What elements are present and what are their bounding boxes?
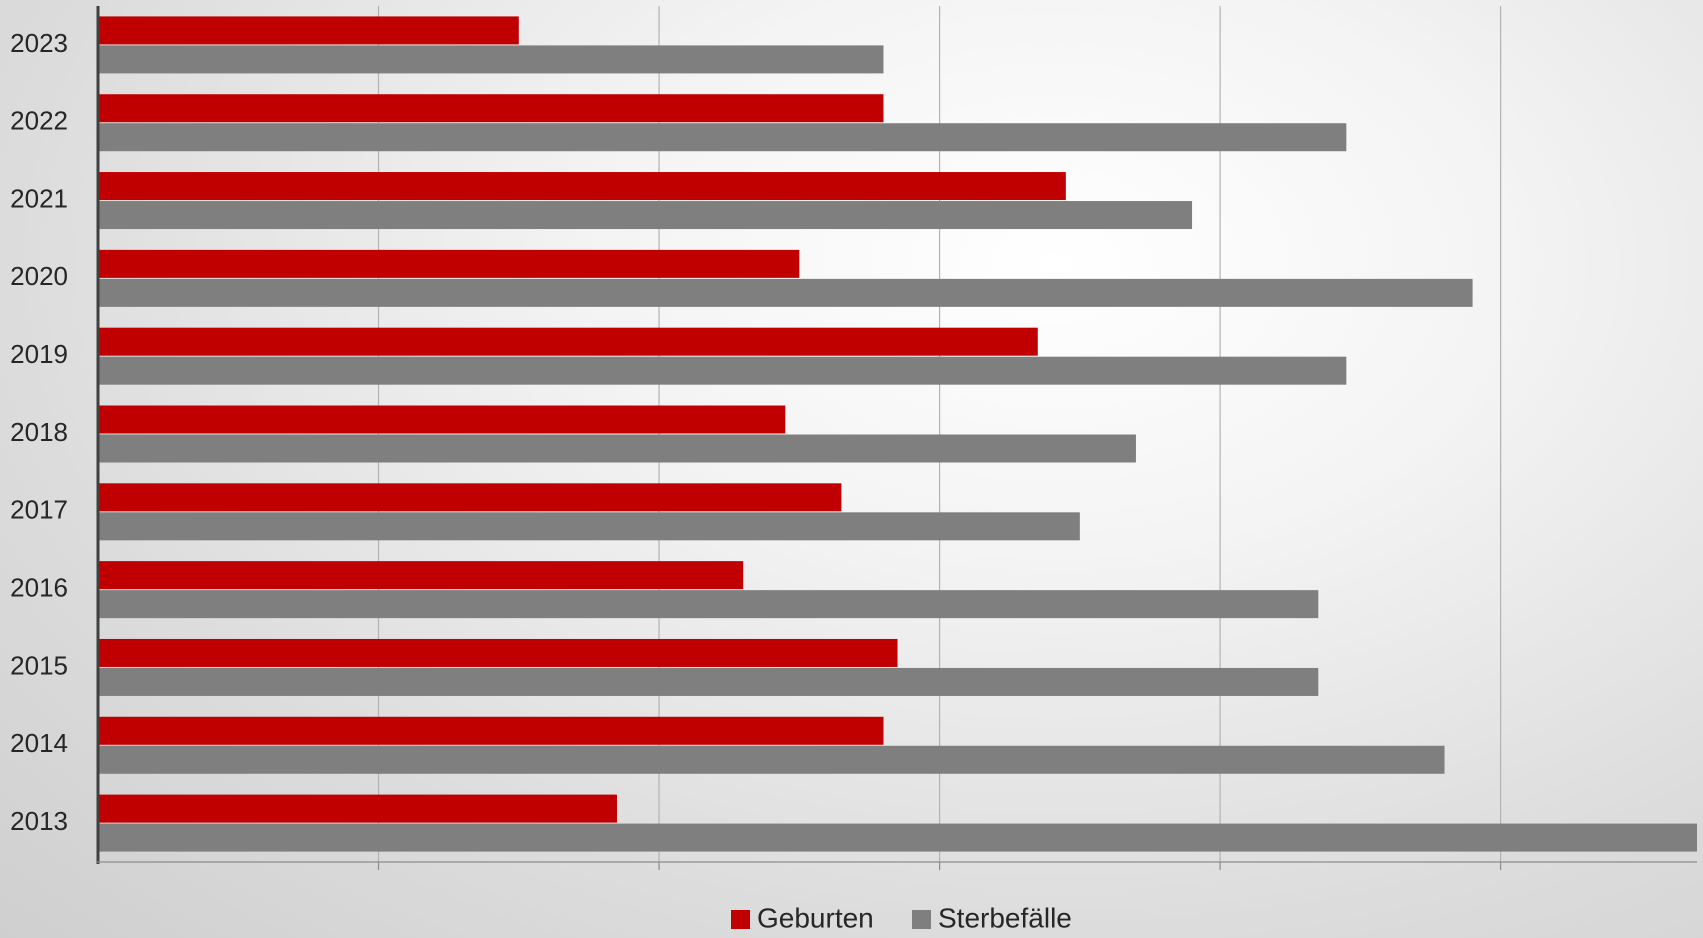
legend: Geburten Sterbefälle [731, 902, 1072, 933]
bar-sterbefälle-2022 [98, 123, 1347, 152]
y-tick-label: 2016 [10, 573, 68, 603]
y-axis-tick-labels: 2023 2022 2021 2020 2019 2018 2017 2016 2015 2014… [10, 28, 68, 836]
bar-geburten-2021 [98, 172, 1066, 201]
bar-geburten-2014 [98, 716, 884, 745]
y-tick-label: 2017 [10, 495, 68, 525]
legend-label-sterbefälle: Sterbefälle [938, 902, 1072, 933]
bar-geburten-2015 [98, 638, 898, 667]
bar-geburten-2013 [98, 794, 617, 823]
bar-sterbefälle-2015 [98, 667, 1319, 696]
legend-swatch-sterbefälle [912, 910, 931, 929]
y-tick-label: 2015 [10, 650, 68, 680]
y-tick-label: 2021 [10, 183, 68, 213]
y-tick-label: 2014 [10, 728, 68, 758]
bar-geburten-2017 [98, 483, 842, 512]
bar-sterbefälle-2021 [98, 201, 1193, 230]
legend-swatch-geburten [731, 910, 750, 929]
bar-geburten-2022 [98, 94, 884, 123]
bar-sterbefälle-2019 [98, 356, 1347, 385]
legend-label-geburten: Geburten [757, 902, 874, 933]
axes [96, 6, 1697, 870]
bar-sterbefälle-2017 [98, 512, 1080, 541]
y-tick-label: 2018 [10, 417, 68, 447]
bar-geburten-2019 [98, 327, 1038, 356]
bar-geburten-2018 [98, 405, 786, 434]
y-tick-label: 2019 [10, 339, 68, 369]
y-tick-label: 2020 [10, 261, 68, 291]
bar-sterbefälle-2020 [98, 278, 1473, 307]
bar-sterbefälle-2018 [98, 434, 1136, 463]
y-tick-label: 2013 [10, 806, 68, 836]
bars [98, 16, 1697, 852]
y-tick-label: 2022 [10, 106, 68, 136]
bar-sterbefälle-2013 [98, 823, 1697, 852]
bar-geburten-2023 [98, 16, 519, 45]
bar-sterbefälle-2023 [98, 45, 884, 74]
bar-sterbefälle-2014 [98, 745, 1445, 774]
y-tick-label: 2023 [10, 28, 68, 58]
bar-sterbefälle-2016 [98, 590, 1319, 619]
bar-geburten-2020 [98, 249, 800, 278]
bar-geburten-2016 [98, 561, 744, 590]
